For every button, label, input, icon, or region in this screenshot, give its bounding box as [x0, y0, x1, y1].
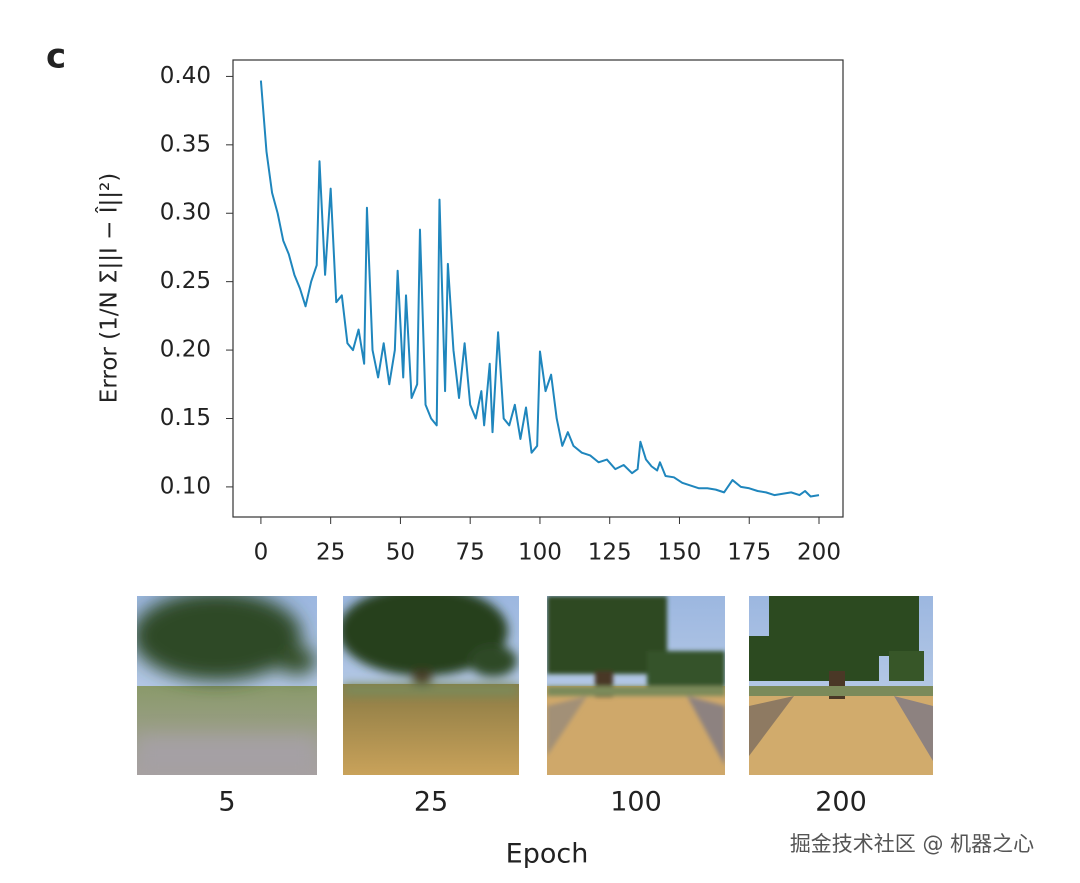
y-tick-label: 0.35 — [160, 131, 211, 157]
y-tick-label: 0.40 — [160, 63, 211, 89]
panel-label: c — [46, 37, 66, 77]
thumbnail-label: 100 — [610, 787, 662, 818]
thumbnail — [547, 596, 725, 775]
x-tick-label: 100 — [518, 540, 562, 566]
thumbnail — [137, 596, 317, 775]
x-tick-label: 75 — [456, 540, 485, 566]
x-tick-label: 150 — [658, 540, 702, 566]
x-tick-label: 50 — [386, 540, 415, 566]
thumbnails — [137, 596, 933, 775]
thumbnail — [343, 596, 519, 775]
y-tick-label: 0.15 — [160, 405, 211, 431]
thumbnail-label: 200 — [815, 787, 867, 818]
y-tick-label: 0.30 — [160, 200, 211, 226]
x-tick-label: 125 — [588, 540, 632, 566]
x-tick-label: 175 — [727, 540, 771, 566]
x-tick-label: 25 — [316, 540, 345, 566]
watermark: 掘金技术社区 @ 机器之心 — [790, 832, 1034, 856]
thumbnail — [749, 596, 933, 775]
y-tick-label: 0.25 — [160, 268, 211, 294]
thumbnail-label: 5 — [218, 787, 235, 818]
y-axis-label: Error (1/N Σ||I − Î||²) — [95, 173, 123, 403]
thumbnail-label: 25 — [414, 787, 448, 818]
y-tick-label: 0.20 — [160, 337, 211, 363]
plot-frame — [232, 59, 844, 518]
x-tick-label: 0 — [254, 540, 269, 566]
line — [259, 80, 820, 498]
x-tick-label: 200 — [797, 540, 841, 566]
y-tick-label: 0.10 — [160, 473, 211, 499]
x-axis-label: Epoch — [506, 839, 589, 870]
